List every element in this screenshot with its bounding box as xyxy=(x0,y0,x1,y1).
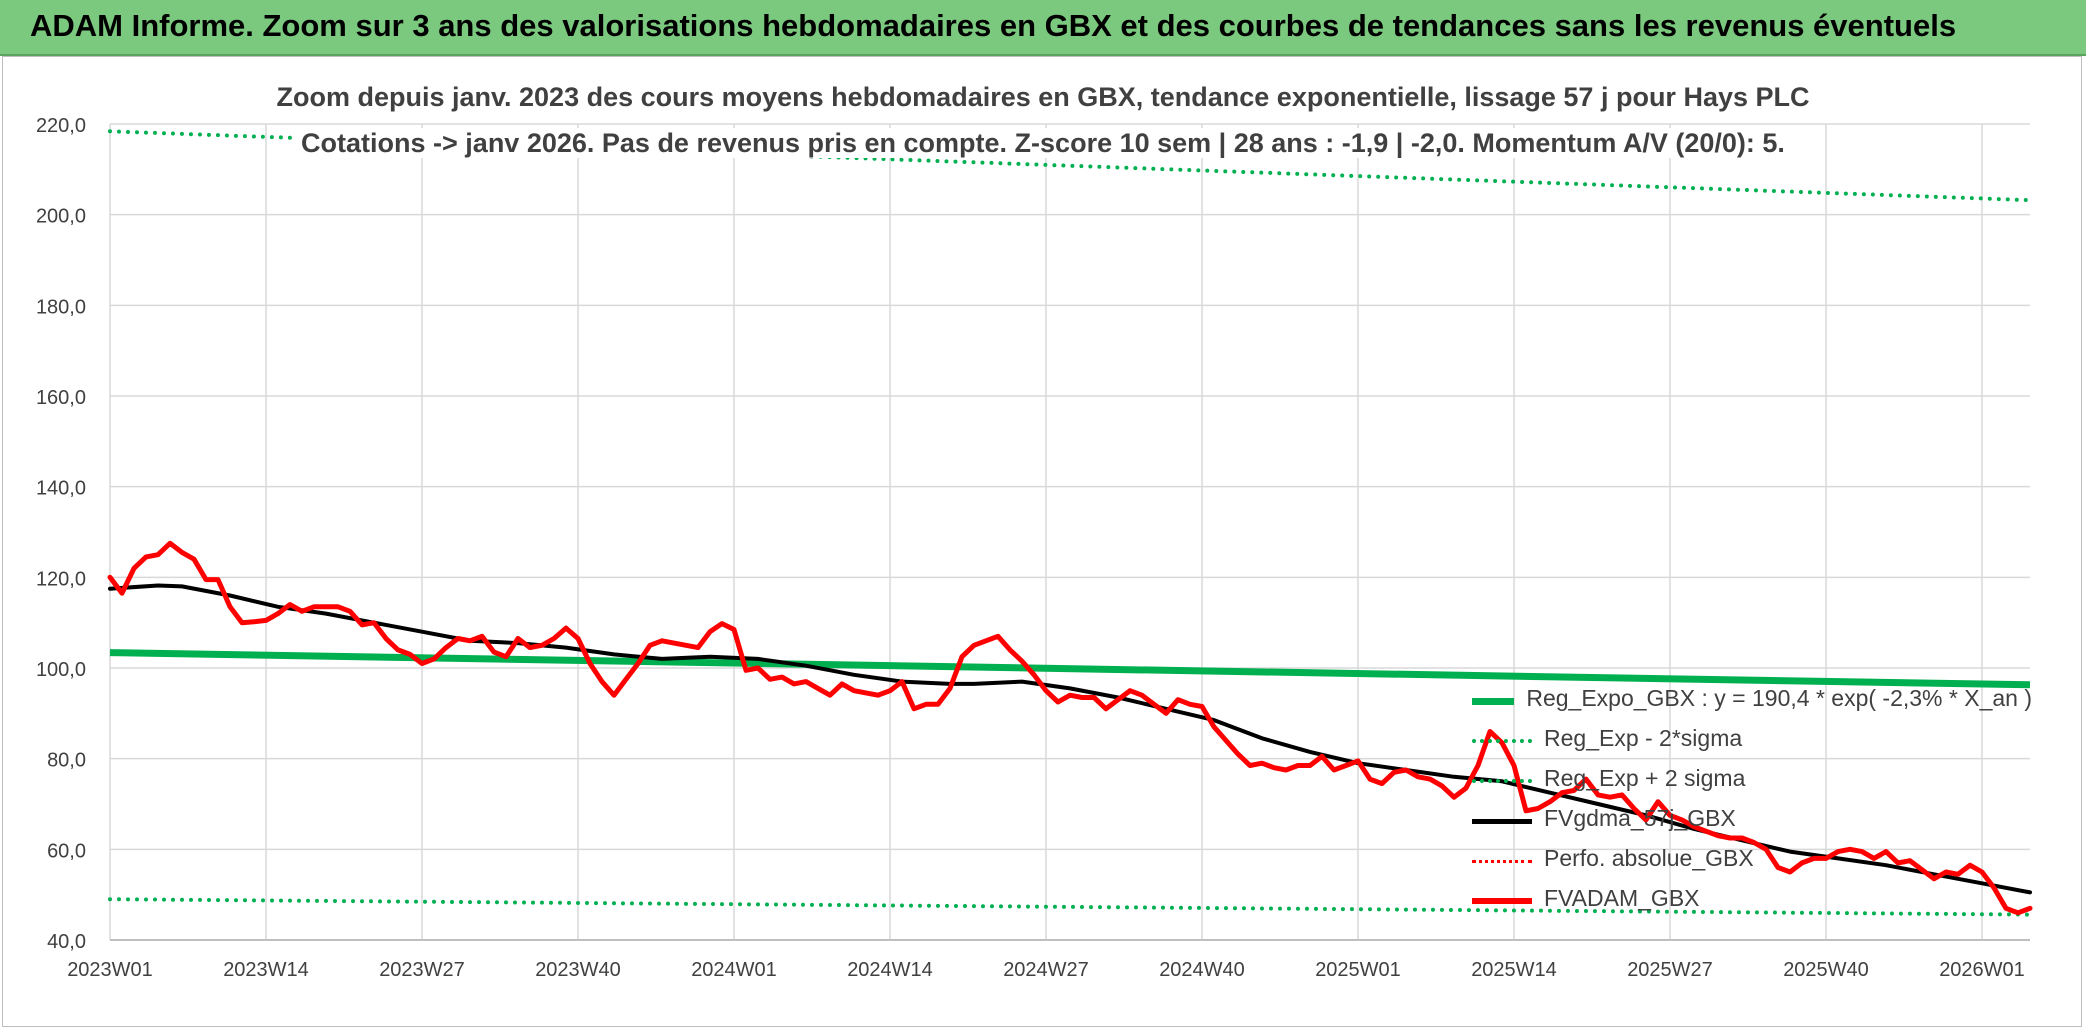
y-tick-label: 160,0 xyxy=(36,387,86,409)
legend-item-reg-minus: Reg_Exp - 2*sigma xyxy=(1472,718,2032,758)
x-tick-label: 2025W40 xyxy=(1783,959,1869,981)
y-tick-label: 180,0 xyxy=(36,296,86,318)
series-reg-plus-2sigma-line xyxy=(108,129,2032,203)
legend-label-perfo: Perfo. absolue_GBX xyxy=(1544,844,1754,871)
chart-legend: Reg_Expo_GBX : y = 190,4 * exp( -2,3% * … xyxy=(1472,678,2032,918)
y-tick-label: 40,0 xyxy=(47,931,86,953)
series-reg-minus-2sigma-line xyxy=(108,897,2032,917)
axis-labels: 40,0 60,0 80,0 100,0 120,0 140,0 160,0 180,0 200… xyxy=(36,115,2025,981)
legend-swatch-fvadam xyxy=(1472,898,1532,904)
chart-subtitle-line1: Zoom depuis janv. 2023 des cours moyens … xyxy=(0,82,2086,113)
legend-swatch-reg-plus xyxy=(1472,779,1532,783)
x-tick-label: 2025W27 xyxy=(1627,959,1713,981)
x-tick-label: 2025W14 xyxy=(1471,959,1557,981)
legend-label-fvgdma: FVgdma_57j_GBX xyxy=(1544,804,1736,831)
x-tick-label: 2023W01 xyxy=(67,959,153,981)
title-banner: ADAM Informe. Zoom sur 3 ans des valoris… xyxy=(0,0,2086,56)
x-tick-label: 2023W14 xyxy=(223,959,309,981)
x-tick-label: 2023W40 xyxy=(535,959,621,981)
y-tick-label: 220,0 xyxy=(36,115,86,137)
y-tick-label: 80,0 xyxy=(47,750,86,772)
legend-swatch-perfo xyxy=(1472,859,1532,863)
series-lines xyxy=(107,129,2033,917)
chart-subtitle-line2: Cotations -> janv 2026. Pas de revenus p… xyxy=(0,128,2086,159)
y-tick-label: 60,0 xyxy=(47,840,86,862)
legend-item-reg-expo: Reg_Expo_GBX : y = 190,4 * exp( -2,3% * … xyxy=(1472,678,2032,718)
x-tick-label: 2025W01 xyxy=(1315,959,1401,981)
x-tick-label: 2024W40 xyxy=(1159,959,1245,981)
legend-swatch-reg-expo xyxy=(1472,697,1515,705)
legend-label-reg-plus: Reg_Exp + 2 sigma xyxy=(1544,764,1746,791)
y-tick-label: 140,0 xyxy=(36,478,86,500)
x-tick-label: 2024W14 xyxy=(847,959,933,981)
chart-subtitle-line2-text: Cotations -> janv 2026. Pas de revenus p… xyxy=(295,128,1791,158)
legend-item-fvadam: FVADAM_GBX xyxy=(1472,878,2032,918)
legend-swatch-reg-minus xyxy=(1472,739,1532,743)
chart-area xyxy=(2,56,2082,1027)
legend-swatch-fvgdma xyxy=(1472,818,1532,824)
legend-item-fvgdma: FVgdma_57j_GBX xyxy=(1472,798,2032,838)
y-tick-label: 200,0 xyxy=(36,206,86,228)
chart-subtitle-line1-text: Zoom depuis janv. 2023 des cours moyens … xyxy=(270,82,1816,112)
legend-item-reg-plus: Reg_Exp + 2 sigma xyxy=(1472,758,2032,798)
x-tick-label: 2024W27 xyxy=(1003,959,1089,981)
x-tick-label: 2024W01 xyxy=(691,959,777,981)
legend-label-fvadam: FVADAM_GBX xyxy=(1544,884,1700,911)
x-tick-label: 2026W01 xyxy=(1939,959,2025,981)
legend-label-reg-minus: Reg_Exp - 2*sigma xyxy=(1544,724,1743,751)
legend-item-perfo: Perfo. absolue_GBX xyxy=(1472,838,2032,878)
y-tick-label: 120,0 xyxy=(36,568,86,590)
series-fvadam-line xyxy=(107,540,2033,916)
legend-label-reg-expo: Reg_Expo_GBX : y = 190,4 * exp( -2,3% * … xyxy=(1526,684,2032,711)
y-tick-label: 100,0 xyxy=(36,659,86,681)
page-title: ADAM Informe. Zoom sur 3 ans des valoris… xyxy=(30,8,1957,43)
x-tick-label: 2023W27 xyxy=(379,959,465,981)
